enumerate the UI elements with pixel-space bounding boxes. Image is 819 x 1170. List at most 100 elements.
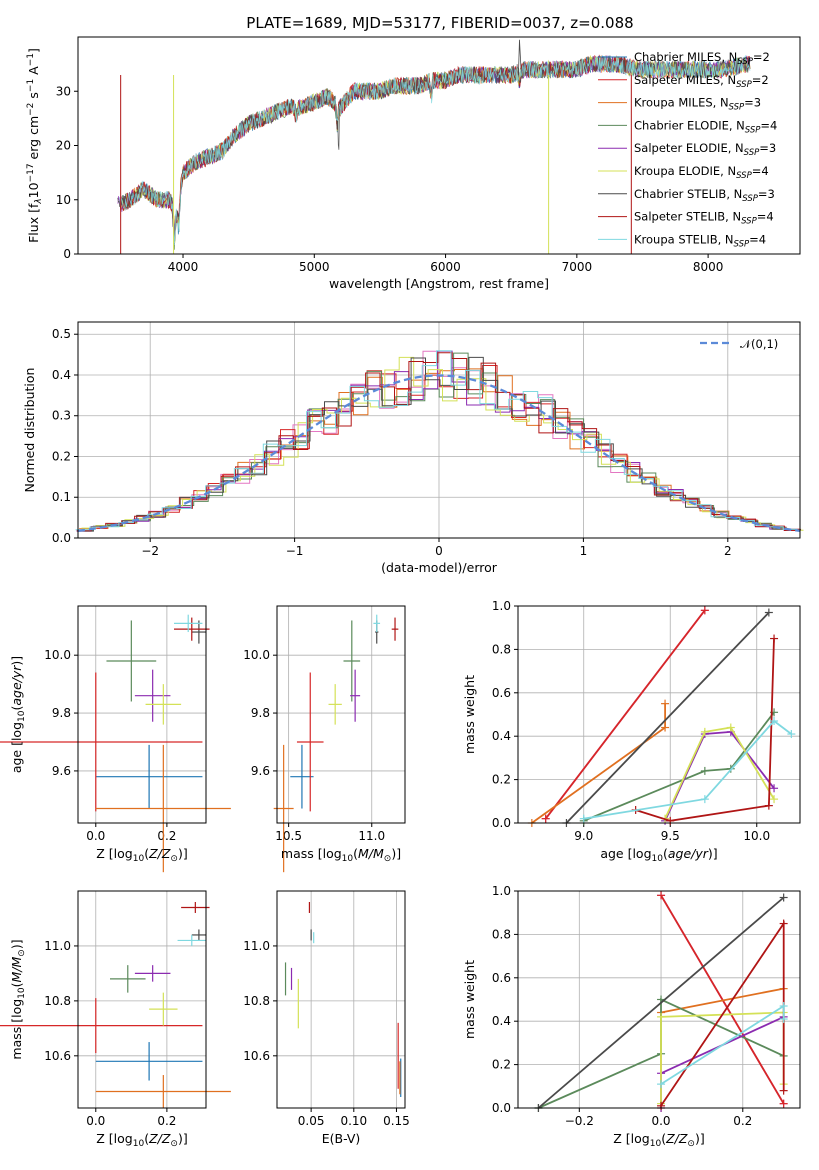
y-tick-label: 0.4 (52, 368, 71, 382)
weight-line (664, 726, 775, 820)
weight-age-panel: 9.0 9.5 10.0 0.0 0.2 0.4 0.6 0.8 1.0 mass weight a… (462, 599, 801, 864)
x-tick-label: 7000 (562, 260, 593, 274)
y-tick-label: 0 (63, 247, 71, 261)
y-tick-label: 10.6 (243, 1049, 270, 1063)
y-tick-label: 0.0 (492, 816, 511, 830)
y-tick-label: 0.2 (492, 773, 511, 787)
x-tick-label: 0.0 (86, 1114, 105, 1128)
spectrum-panel: 4000 5000 6000 7000 8000 0 10 20 30 wavelength [A… (26, 36, 801, 291)
x-tick-label: −0.2 (565, 1114, 594, 1128)
y-tick-label: 0.8 (492, 927, 511, 941)
x-tick-label: 0.0 (86, 829, 105, 843)
x-axis-label: Z [log10(Z/Z⊙)] (613, 1131, 704, 1149)
legend-label: Salpeter ELODIE, NSSP=3 (634, 141, 776, 158)
x-tick-label: 0.2 (157, 1114, 176, 1128)
x-tick-label: 8000 (693, 260, 724, 274)
x-axis-label: wavelength [Angstrom, rest frame] (329, 276, 549, 291)
y-tick-label: 0.2 (52, 449, 71, 463)
y-tick-label: 0.4 (492, 729, 511, 743)
figure-title: PLATE=1689, MJD=53177, FIBERID=0037, z=0… (246, 14, 633, 32)
weight-z-panel: −0.2 0.0 0.2 0.0 0.2 0.4 0.6 0.8 1.0 mass weight Z… (462, 884, 801, 1149)
age-mass-panel: 10.5 11.0 9.6 9.8 10.0 mass [log10(M/M⊙)] (243, 605, 406, 873)
y-tick-label: 30 (56, 84, 71, 98)
weight-line (660, 894, 785, 1105)
legend-label: Salpeter STELIB, NSSP=4 (634, 210, 774, 227)
weight-line (583, 711, 775, 822)
y-tick-label: 9.8 (52, 706, 71, 720)
axes-frame (77, 36, 801, 255)
spectrum-line (120, 55, 748, 244)
legend: Chabrier MILES, NSSP=2 Salpeter MILES, NS… (598, 50, 777, 249)
y-tick-label: 1.0 (492, 599, 511, 613)
mass-z-panel: 0.0 0.2 10.6 10.8 11.0 Z [log10(Z/Z⊙)] mass [l… (0, 890, 231, 1149)
legend-label: Chabrier MILES, NSSP=2 (634, 50, 770, 67)
legend-label: Chabrier ELODIE, NSSP=4 (634, 118, 777, 135)
x-tick-label: 6000 (430, 260, 461, 274)
x-tick-label: 0.0 (651, 1114, 670, 1128)
y-tick-label: 0.6 (492, 971, 511, 985)
y-axis-label: Flux [fλ10−17 erg cm−2 s−1 A−1] (26, 48, 44, 243)
y-tick-label: 1.0 (492, 884, 511, 898)
h-alpha-spike (518, 39, 522, 75)
y-tick-label: 9.6 (251, 764, 270, 778)
weight-line (565, 611, 770, 824)
weight-line (635, 638, 775, 822)
y-tick-label: 11.0 (243, 939, 270, 953)
axes-frame (77, 890, 207, 1109)
x-tick-label: 10.0 (743, 829, 770, 843)
x-axis-label: age [log10(age/yr)] (600, 846, 717, 864)
axes-frame (276, 605, 406, 824)
axes-frame (517, 890, 801, 1109)
histogram-step (79, 356, 801, 532)
axes-frame (276, 890, 406, 1109)
axes-frame (77, 605, 207, 824)
normal-curve (77, 374, 801, 533)
x-tick-label: 0 (435, 544, 443, 558)
histogram-step (76, 352, 799, 532)
y-tick-label: 0.5 (52, 327, 71, 341)
y-tick-label: 10.0 (44, 648, 71, 662)
y-tick-label: 20 (56, 139, 71, 153)
weight-line (531, 703, 666, 824)
x-tick-label: 0.10 (340, 1114, 367, 1128)
axes-frame (517, 605, 801, 824)
y-tick-label: 0.8 (492, 642, 511, 656)
weight-line (544, 609, 706, 820)
legend-label: Salpeter MILES, NSSP=2 (634, 73, 769, 90)
y-tick-label: 0.0 (492, 1101, 511, 1115)
axes-frame (77, 321, 801, 539)
y-tick-label: 10.8 (44, 994, 71, 1008)
y-axis-label: age [log10(age/yr)] (9, 656, 27, 773)
y-tick-label: 10 (56, 193, 71, 207)
weight-line (660, 1016, 785, 1108)
legend-label: Chabrier STELIB, NSSP=3 (634, 187, 775, 204)
y-tick-label: 0.6 (492, 686, 511, 700)
mass-ebv-panel: 0.05 0.10 0.15 10.6 10.8 11.0 E(B-V) (243, 890, 410, 1146)
y-axis-label: mass weight (462, 675, 477, 754)
y-tick-label: 9.6 (52, 764, 71, 778)
x-tick-label: 1 (580, 544, 588, 558)
x-tick-label: −2 (141, 544, 159, 558)
x-tick-label: 9.5 (661, 829, 680, 843)
y-axis-label: mass weight (462, 960, 477, 1039)
age-z-panel: 0.0 0.2 9.6 9.8 10.0 Z [log10(Z/Z⊙)] age [log1… (0, 605, 231, 873)
y-tick-label: 10.0 (243, 648, 270, 662)
x-tick-label: 0.2 (733, 1114, 752, 1128)
y-tick-label: 0.2 (492, 1058, 511, 1072)
weight-line (537, 896, 785, 1109)
x-axis-label: (data-model)/error (381, 560, 498, 575)
y-tick-label: 11.0 (44, 939, 71, 953)
x-axis-label: Z [log10(Z/Z⊙)] (96, 846, 187, 864)
x-tick-label: −1 (286, 544, 304, 558)
x-tick-label: 5000 (299, 260, 330, 274)
y-tick-label: 10.8 (243, 994, 270, 1008)
y-tick-label: 9.8 (251, 706, 270, 720)
x-tick-label: 4000 (168, 260, 199, 274)
y-axis-label: mass [log10(M/M⊙)] (9, 939, 27, 1059)
x-tick-label: 11.0 (358, 829, 385, 843)
x-axis-label: E(B-V) (322, 1131, 361, 1146)
legend-label: 𝒩(0,1) (740, 337, 778, 351)
spectrum-line (121, 54, 632, 239)
y-tick-label: 0.1 (52, 490, 71, 504)
residual-panel: −2 −1 0 1 2 0.0 0.1 0.2 0.3 0.4 0.5 (data-model)/er… (22, 321, 804, 575)
